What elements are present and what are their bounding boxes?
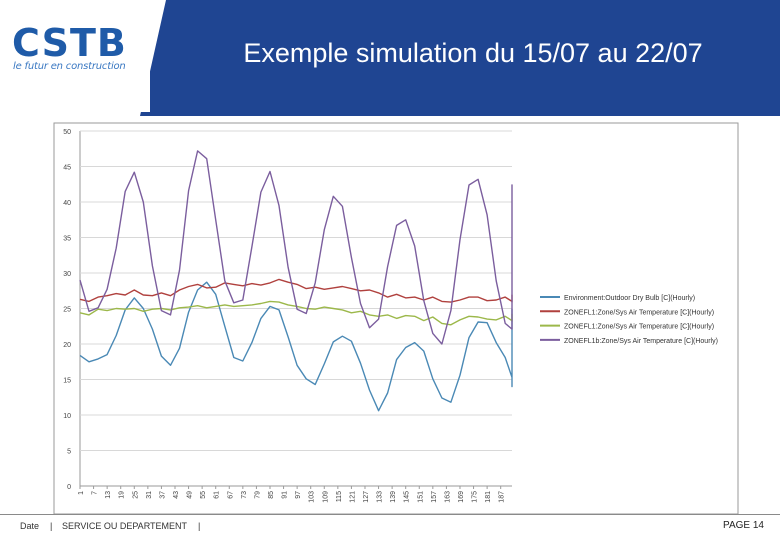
y-tick-label: 30 [63, 271, 71, 278]
logo-text: CSTB [12, 21, 127, 65]
y-tick-label: 50 [63, 129, 71, 136]
x-tick-label: 151 [417, 491, 424, 503]
x-tick-label: 19 [119, 491, 126, 499]
x-tick-label: 127 [363, 491, 370, 503]
legend-label: ZONEFL1b:Zone/Sys Air Temperature [C](Ho… [564, 338, 718, 345]
y-tick-label: 45 [63, 165, 71, 172]
footer-separator: | [198, 521, 201, 531]
x-tick-label: 163 [444, 491, 451, 503]
x-tick-label: 169 [458, 491, 465, 503]
x-tick-label: 43 [173, 491, 180, 499]
x-tick-label: 55 [200, 491, 207, 499]
x-tick-label: 67 [227, 491, 234, 499]
y-tick-label: 15 [63, 378, 71, 385]
logo-tagline: le futur en construction [13, 61, 126, 72]
y-tick-label: 5 [67, 449, 71, 456]
y-tick-label: 35 [63, 236, 71, 243]
header-banner [0, 0, 780, 116]
x-tick-label: 25 [132, 491, 139, 499]
footer-department: SERVICE OU DEPARTEMENT [62, 521, 188, 531]
x-tick-label: 85 [268, 491, 275, 499]
legend-label: Environment:Outdoor Dry Bulb [C](Hourly) [564, 295, 695, 302]
x-tick-label: 139 [390, 491, 397, 503]
x-tick-label: 97 [295, 491, 302, 499]
y-tick-label: 25 [63, 307, 71, 314]
footer-date: Date [20, 521, 40, 531]
x-tick-label: 31 [146, 491, 153, 499]
y-tick-label: 0 [67, 484, 71, 491]
x-tick-label: 73 [241, 491, 248, 499]
logo: CSTB le futur en construction [0, 0, 150, 112]
x-tick-label: 13 [105, 491, 112, 499]
x-tick-label: 157 [431, 491, 438, 503]
x-tick-label: 133 [377, 491, 384, 503]
legend-label: ZONEFL1:Zone/Sys Air Temperature [C](Hou… [564, 324, 714, 331]
banner-shape [140, 0, 780, 116]
x-tick-label: 91 [282, 491, 289, 499]
x-tick-label: 49 [187, 491, 194, 499]
x-tick-label: 103 [309, 491, 316, 503]
page-number: PAGE 14 [723, 520, 764, 531]
y-tick-label: 20 [63, 342, 71, 349]
series-line-4 [79, 150, 513, 345]
x-tick-label: 187 [499, 491, 506, 503]
x-tick-label: 145 [404, 491, 411, 503]
y-tick-label: 40 [63, 200, 71, 207]
x-tick-label: 1 [78, 491, 85, 495]
x-tick-label: 61 [214, 491, 221, 499]
x-tick-label: 109 [322, 491, 329, 503]
slide-title: Exemple simulation du 15/07 au 22/07 [243, 38, 703, 68]
x-tick-label: 7 [92, 491, 99, 495]
x-tick-label: 37 [159, 491, 166, 499]
x-tick-label: 121 [349, 491, 356, 503]
x-tick-label: 115 [336, 491, 343, 502]
x-tick-label: 181 [485, 491, 492, 503]
legend-label: ZONEFL1:Zone/Sys Air Temperature [C](Hou… [564, 309, 714, 316]
x-tick-label: 79 [254, 491, 261, 499]
x-tick-label: 175 [472, 491, 479, 503]
footer-divider [0, 514, 780, 515]
y-tick-label: 10 [63, 413, 71, 420]
footer-separator: | [50, 521, 53, 531]
